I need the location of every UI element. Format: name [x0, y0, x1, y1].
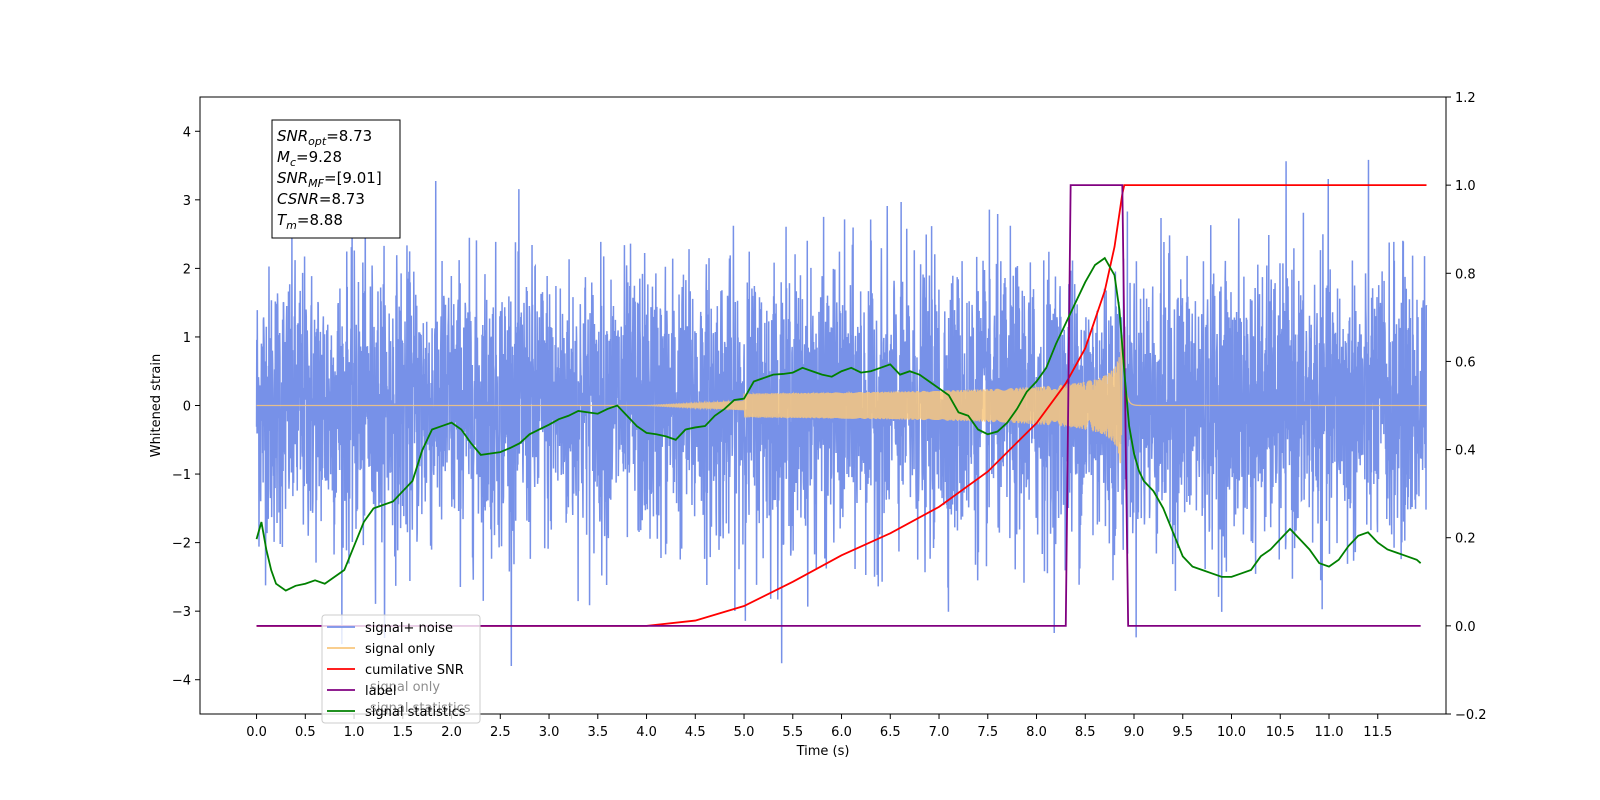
- y-left-tick-label: 3: [183, 194, 191, 209]
- legend-label: label: [365, 684, 396, 699]
- x-tick-label: 7.0: [929, 725, 950, 740]
- legend-label: cumilative SNR: [365, 663, 464, 678]
- y-left-tick-label: −1: [172, 468, 191, 483]
- y-right-tick-label: 0.4: [1455, 444, 1476, 459]
- legend-label: signal only: [365, 642, 435, 657]
- x-axis-label: Time (s): [796, 744, 850, 759]
- y-axis-label: Whitened strain: [149, 354, 164, 457]
- y-ticks-right: 1.2 1.0 0.8 0.6 0.4 0.2 0.0 −0.2: [1446, 91, 1487, 723]
- x-tick-label: 11.5: [1363, 725, 1392, 740]
- x-tick-label: 9.5: [1172, 725, 1193, 740]
- annotation-frame: [271, 119, 401, 239]
- x-tick-label: 0.5: [295, 725, 316, 740]
- y-right-tick-label: 0.8: [1455, 267, 1476, 282]
- x-tick-label: 8.5: [1075, 725, 1096, 740]
- annotation-line: Mc=9.28: [277, 148, 342, 169]
- annotation-line: CSNR=8.73: [277, 190, 365, 208]
- legend-label: signal statistics: [365, 705, 466, 720]
- y-left-tick-label: −2: [172, 537, 191, 552]
- y-left-tick-label: 4: [183, 125, 191, 140]
- y-left-tick-label: −4: [172, 674, 191, 689]
- x-tick-label: 5.0: [734, 725, 755, 740]
- legend-label: signal+ noise: [365, 621, 453, 636]
- y-left-tick-label: 2: [183, 262, 191, 277]
- x-tick-label: 9.0: [1124, 725, 1145, 740]
- series-signal-statistics: [255, 256, 1422, 592]
- x-tick-label: 8.0: [1026, 725, 1047, 740]
- y-right-tick-label: 0.0: [1455, 620, 1476, 635]
- x-tick-label: 2.5: [490, 725, 511, 740]
- x-tick-label: 4.5: [685, 725, 706, 740]
- y-left-tick-label: −3: [172, 605, 191, 620]
- y-left-tick-label: 1: [183, 331, 191, 346]
- x-tick-label: 3.5: [587, 725, 608, 740]
- x-tick-label: 3.0: [539, 725, 560, 740]
- x-tick-label: 7.5: [977, 725, 998, 740]
- legend: signal only signal statistics signal+ nois…: [321, 614, 481, 724]
- series-signal-only: [256, 334, 1427, 464]
- x-tick-label: 6.5: [880, 725, 901, 740]
- y-right-tick-label: 1.0: [1455, 179, 1476, 194]
- x-tick-label: 11.0: [1315, 725, 1344, 740]
- x-tick-label: 5.5: [782, 725, 803, 740]
- series-signal-plus-noise: [255, 159, 1428, 667]
- series-cumulative-snr: [256, 184, 1427, 627]
- annotation-line: Tm=8.88: [277, 211, 343, 232]
- legend-ghost-label: signal statistics: [370, 701, 471, 716]
- y-right-tick-label: 0.2: [1455, 532, 1476, 547]
- x-ticks: 0.0 0.5 1.0 1.5 2.0 2.5 3.0 3.5 4.0 4.5 5.0 5.5 6.0 6…: [246, 714, 1392, 740]
- legend-frame: [321, 614, 481, 724]
- legend-ghost-label: signal only: [370, 680, 440, 695]
- x-tick-label: 1.5: [392, 725, 413, 740]
- y-right-tick-label: 1.2: [1455, 91, 1476, 106]
- y-left-tick-label: 0: [183, 400, 191, 415]
- y-ticks-left: 4 3 2 1 0 −1 −2 −3 −4: [172, 125, 200, 689]
- x-tick-label: 2.0: [441, 725, 462, 740]
- x-tick-label: 4.0: [636, 725, 657, 740]
- annotation-line: SNRopt=8.73: [277, 127, 372, 148]
- x-tick-label: 10.5: [1266, 725, 1295, 740]
- series-label: [256, 184, 1421, 627]
- x-tick-label: 0.0: [246, 725, 267, 740]
- x-tick-label: 10.0: [1217, 725, 1246, 740]
- annotation-line: SNRMF=[9.01]: [277, 169, 382, 190]
- y-right-tick-label: 0.6: [1455, 355, 1476, 370]
- x-tick-label: 6.0: [831, 725, 852, 740]
- x-tick-label: 1.0: [344, 725, 365, 740]
- y-right-tick-label: −0.2: [1455, 708, 1487, 723]
